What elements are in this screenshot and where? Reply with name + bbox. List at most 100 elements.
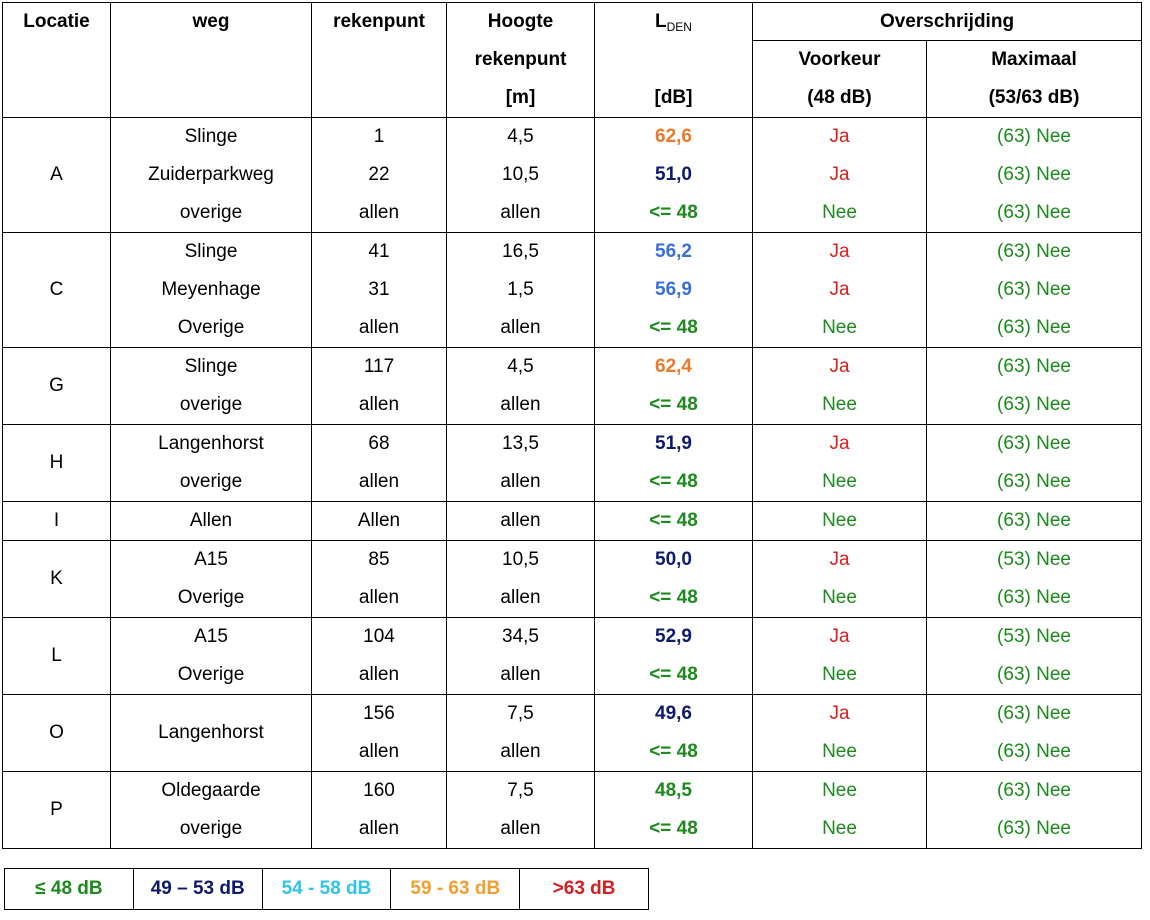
maximaal-value: (63) Nee <box>997 471 1071 492</box>
maximaal-value: (63) Nee <box>997 394 1071 415</box>
lden-cell: 50,0 <= 48 <box>594 540 753 618</box>
locatie-cell: I <box>2 501 111 541</box>
maximaal-value: (63) Nee <box>997 818 1071 839</box>
maximaal-value: (63) Nee <box>997 202 1071 223</box>
voorkeur-cell: Ja Ja Nee <box>752 117 927 233</box>
hoogte-cell: 7,5 allen <box>446 694 595 772</box>
maximaal-value: (63) Nee <box>997 780 1071 801</box>
lden-value: 56,2 <box>655 241 692 262</box>
hoogte-value: allen <box>500 394 541 415</box>
hoogte-value: 10,5 <box>502 164 539 185</box>
rekenpunt-value: 41 <box>368 241 390 262</box>
maximaal-lines: (53) Nee (63) Nee <box>927 541 1141 617</box>
header-hoogte-line3: [m] <box>505 87 536 108</box>
rekenpunt-value: allen <box>358 587 400 608</box>
maximaal-value: (53) Nee <box>997 549 1071 570</box>
rekenpunt-value: allen <box>358 664 400 685</box>
lden-lines: 48,5 <= 48 <box>595 772 752 848</box>
voorkeur-value: Nee <box>822 780 857 801</box>
weg-cell: Slinge Zuiderparkweg overige <box>110 117 312 233</box>
rekenpunt-lines: 104 allen <box>312 618 446 694</box>
weg-lines: A15 Overige <box>111 618 311 694</box>
rekenpunt-value: 31 <box>368 279 390 300</box>
lden-value: 56,9 <box>655 279 692 300</box>
table-row: I Allen Allen allen <= 48 Nee (63) Nee <box>2 501 1143 541</box>
locatie-value: C <box>49 279 64 300</box>
hoogte-lines: 16,5 1,5 allen <box>447 233 594 347</box>
lden-value: <= 48 <box>649 741 698 762</box>
table-row: L A15 Overige 104 allen 34,5 allen 52,9 <= 48 Ja N… <box>2 617 1143 695</box>
rekenpunt-value: 160 <box>363 780 395 801</box>
weg-value: overige <box>179 202 243 223</box>
lden-lines: <= 48 <box>595 502 752 540</box>
lden-cell: 62,6 51,0 <= 48 <box>594 117 753 233</box>
maximaal-lines: (63) Nee (63) Nee <box>927 772 1141 848</box>
maximaal-value: (63) Nee <box>997 587 1071 608</box>
lden-lines: 52,9 <= 48 <box>595 618 752 694</box>
legend-item-band_54_58: 54 - 58 dB <box>261 868 392 910</box>
legend-row: ≤ 48 dB 49 – 53 dB 54 - 58 dB 59 - 63 dB >63… <box>4 868 649 910</box>
legend-item-band_59_63: 59 - 63 dB <box>390 868 521 910</box>
maximaal-lines: (63) Nee <box>927 502 1141 540</box>
lden-lines: 51,9 <= 48 <box>595 425 752 501</box>
voorkeur-value: Ja <box>829 279 850 300</box>
voorkeur-value: Nee <box>822 394 857 415</box>
hoogte-cell: allen <box>446 501 595 541</box>
weg-value: Overige <box>177 587 245 608</box>
weg-value: A15 <box>194 626 228 647</box>
weg-cell: Slinge overige <box>110 347 312 425</box>
rekenpunt-cell: 117 allen <box>311 347 447 425</box>
weg-value: overige <box>179 394 243 415</box>
maximaal-value: (63) Nee <box>997 317 1071 338</box>
locatie-cell: A <box>2 117 111 233</box>
locatie-cell: O <box>2 694 111 772</box>
weg-lines: A15 Overige <box>111 541 311 617</box>
hoogte-lines: allen <box>447 502 594 540</box>
header-lden: LDEN [dB] <box>594 2 753 118</box>
lden-lines: 62,6 51,0 <= 48 <box>595 118 752 232</box>
lden-lines: 50,0 <= 48 <box>595 541 752 617</box>
table-row: O Langenhorst 156 allen 7,5 allen 49,6 <= 48 Ja N… <box>2 694 1143 772</box>
voorkeur-lines: Ja Nee <box>753 348 926 424</box>
hoogte-value: 10,5 <box>502 549 539 570</box>
maximaal-value: (63) Nee <box>997 664 1071 685</box>
weg-value: A15 <box>194 549 228 570</box>
maximaal-value: (63) Nee <box>997 356 1071 377</box>
maximaal-value: (63) Nee <box>997 279 1071 300</box>
table-row: C Slinge Meyenhage Overige 41 31 allen 16,5 1,5 a… <box>2 232 1143 348</box>
legend-item-band_gt63: >63 dB <box>519 868 649 910</box>
lden-lines: 49,6 <= 48 <box>595 695 752 771</box>
hoogte-lines: 10,5 allen <box>447 541 594 617</box>
maximaal-lines: (63) Nee (63) Nee <box>927 425 1141 501</box>
maximaal-lines: (63) Nee (63) Nee (63) Nee <box>927 233 1141 347</box>
rekenpunt-cell: 85 allen <box>311 540 447 618</box>
hoogte-value: 13,5 <box>502 433 539 454</box>
lden-value: <= 48 <box>649 202 698 223</box>
weg-value: Zuiderparkweg <box>148 164 274 185</box>
maximaal-cell: (63) Nee (63) Nee <box>925 424 1143 502</box>
locatie-value: P <box>50 799 63 820</box>
rekenpunt-value: allen <box>358 317 400 338</box>
voorkeur-value: Ja <box>829 356 850 377</box>
rekenpunt-cell: 104 allen <box>311 617 447 695</box>
hoogte-lines: 4,5 allen <box>447 348 594 424</box>
rekenpunt-cell: 160 allen <box>311 771 447 849</box>
locatie-cell: G <box>2 347 111 425</box>
hoogte-lines: 7,5 allen <box>447 695 594 771</box>
hoogte-value: allen <box>500 510 541 531</box>
voorkeur-value: Nee <box>822 587 857 608</box>
header-hoogte-line1: Hoogte <box>487 11 554 32</box>
rekenpunt-value: Allen <box>357 510 401 531</box>
voorkeur-cell: Ja Nee <box>752 617 927 695</box>
lden-value: <= 48 <box>649 394 698 415</box>
table-row: A Slinge Zuiderparkweg overige 1 22 allen 4,5 10… <box>2 117 1143 233</box>
lden-value: <= 48 <box>649 471 698 492</box>
legend-item-band_le48: ≤ 48 dB <box>4 868 134 910</box>
voorkeur-value: Nee <box>822 510 857 531</box>
weg-cell: Allen <box>110 501 312 541</box>
voorkeur-lines: Ja Ja Nee <box>753 118 926 232</box>
hoogte-cell: 4,5 10,5 allen <box>446 117 595 233</box>
voorkeur-value: Nee <box>822 202 857 223</box>
voorkeur-value: Nee <box>822 471 857 492</box>
maximaal-value: (63) Nee <box>997 741 1071 762</box>
